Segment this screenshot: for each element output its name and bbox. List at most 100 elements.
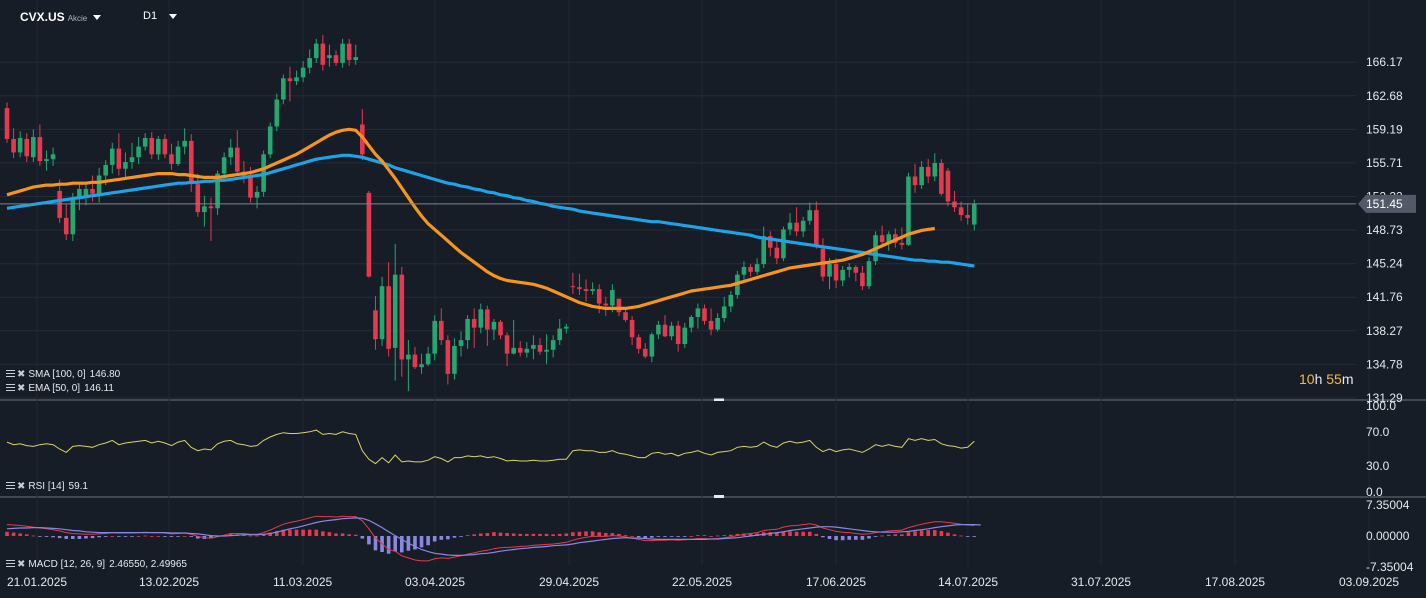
countdown-minutes: 55 (1326, 371, 1342, 387)
rsi-tick-label: 100.0 (1366, 399, 1396, 413)
macd-histogram-bar (781, 531, 786, 536)
candle-body (682, 327, 688, 344)
candle (149, 132, 155, 160)
candle-body (840, 269, 845, 281)
rsi-legend[interactable]: ✖ RSI [14] 59.1 (6, 481, 88, 492)
candle (156, 136, 161, 161)
candle (294, 70, 299, 86)
macd-histogram-bar (182, 536, 187, 537)
macd-legend[interactable]: ✖ MACD [12, 26, 9] 2.46550, 2.49965 (6, 559, 187, 570)
candle (50, 147, 56, 166)
candle-body (44, 159, 49, 162)
close-icon[interactable]: ✖ (17, 369, 26, 380)
macd-histogram-bar (801, 531, 805, 536)
sma-label: SMA [100, 0] (28, 369, 86, 380)
macd-histogram-bar (775, 532, 779, 536)
candle (662, 315, 668, 338)
settings-lines-icon[interactable] (6, 560, 15, 569)
candle (814, 201, 819, 249)
candle (781, 226, 786, 262)
sma-legend[interactable]: ✖ SMA [100, 0] 146.80 (6, 369, 120, 380)
close-icon[interactable]: ✖ (17, 481, 26, 492)
candle (471, 308, 477, 348)
macd-histogram-bar (485, 533, 490, 536)
candle-body (767, 236, 773, 248)
macd-histogram-bar (340, 533, 345, 536)
candle-body (386, 286, 391, 349)
ema-legend[interactable]: ✖ EMA [50, 0] 146.11 (6, 383, 114, 394)
candle (333, 50, 339, 66)
macd-histogram-bar (228, 533, 233, 536)
symbol-selector[interactable]: CVX.US Akcie (20, 10, 102, 24)
macd-histogram-bar (669, 536, 674, 537)
candle-body (300, 67, 306, 78)
macd-histogram-bar (709, 536, 713, 537)
candle (386, 262, 391, 357)
macd-histogram-bar (288, 529, 292, 536)
price-tick-label: 148.73 (1366, 223, 1403, 237)
candle-body (721, 306, 727, 318)
macd-histogram-bar (367, 536, 371, 545)
macd-histogram-bar (426, 536, 430, 546)
macd-histogram-bar (886, 534, 891, 536)
candle (879, 225, 885, 248)
settings-lines-icon[interactable] (6, 482, 15, 491)
macd-histogram-bar (663, 536, 667, 537)
macd-histogram-bar (57, 536, 62, 539)
candle-body (248, 176, 253, 198)
candle (721, 296, 727, 322)
price-tick-label: 138.27 (1366, 324, 1403, 338)
macd-histogram-bar (946, 532, 950, 536)
candle-body (353, 57, 359, 60)
candle-body (965, 214, 970, 218)
macd-histogram-bar (353, 534, 358, 536)
close-icon[interactable]: ✖ (17, 383, 26, 394)
macd-histogram-bar (518, 533, 523, 536)
macd-histogram-bar (538, 533, 542, 536)
settings-lines-icon[interactable] (6, 384, 15, 393)
timeframe-selector[interactable]: D1 (143, 10, 178, 22)
candle (807, 202, 813, 225)
candle-body (860, 272, 865, 287)
price-tick-label: 134.78 (1366, 357, 1403, 371)
macd-histogram-bar (209, 536, 213, 539)
candle-body (208, 206, 214, 209)
candle (287, 66, 293, 102)
settings-lines-icon[interactable] (6, 370, 15, 379)
candle (577, 273, 582, 295)
candle-body (471, 318, 477, 328)
candle (754, 258, 760, 275)
macd-histogram-bar (873, 536, 878, 537)
candle (557, 318, 563, 345)
candle (419, 353, 424, 374)
macd-histogram-bar (90, 536, 95, 539)
candle (267, 122, 273, 159)
candle (83, 184, 89, 206)
candle-body (958, 207, 964, 215)
candle-body (202, 206, 207, 213)
macd-histogram-bar (590, 531, 595, 536)
candle-body (741, 266, 747, 275)
macd-value: 2.46550, 2.49965 (109, 559, 187, 570)
candle-body (853, 266, 859, 273)
candle-body (24, 138, 30, 157)
candle-body (307, 58, 312, 68)
candle-body (689, 317, 694, 328)
candle-body (340, 43, 345, 63)
macd-panel (5, 515, 981, 562)
macd-histogram-bar (255, 535, 259, 537)
candle (129, 142, 135, 169)
price-tick-label: 159.19 (1366, 122, 1403, 136)
candle-body (603, 303, 609, 306)
price-tick-label: 162.68 (1366, 89, 1403, 103)
candle (945, 167, 951, 207)
candle (228, 138, 234, 165)
candle (412, 346, 418, 370)
ema-label: EMA [50, 0] (28, 383, 81, 394)
close-icon[interactable]: ✖ (17, 559, 26, 570)
candle (327, 44, 332, 67)
candle (886, 231, 892, 251)
macd-label: MACD [12, 26, 9] (28, 559, 106, 570)
candle-body (629, 319, 635, 338)
